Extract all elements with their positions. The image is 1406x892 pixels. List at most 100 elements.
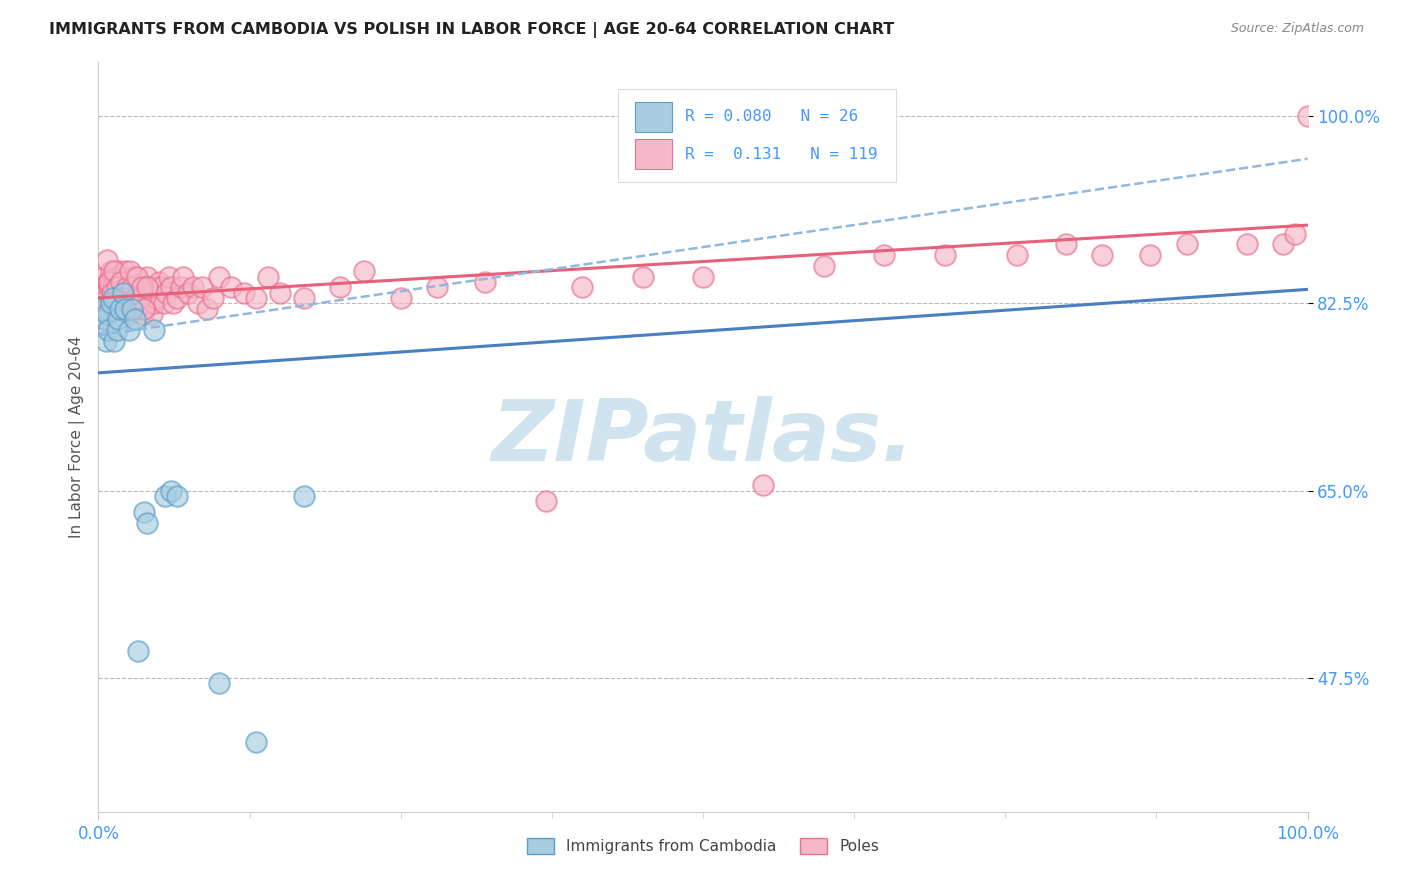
Point [813, 259, 835, 273]
Point [269, 285, 291, 300]
Point [292, 291, 315, 305]
Point [752, 478, 775, 492]
Point [157, 269, 180, 284]
Point [143, 280, 166, 294]
Point [94, 301, 117, 316]
Point [108, 291, 131, 305]
Point [131, 301, 153, 316]
Point [115, 280, 138, 294]
Point [353, 264, 375, 278]
Point [122, 285, 145, 300]
Point [426, 280, 449, 294]
Legend: Immigrants from Cambodia, Poles: Immigrants from Cambodia, Poles [520, 832, 886, 860]
Point [111, 285, 134, 300]
Point [117, 280, 139, 294]
Point [100, 264, 122, 278]
Point [195, 301, 218, 316]
Point [292, 489, 315, 503]
Point [100, 285, 122, 300]
Point [128, 291, 150, 305]
Point [90, 291, 112, 305]
Text: Source: ZipAtlas.com: Source: ZipAtlas.com [1230, 22, 1364, 36]
Point [98, 280, 121, 294]
Point [108, 275, 131, 289]
Point [93, 312, 115, 326]
Point [169, 280, 191, 294]
Point [221, 280, 243, 294]
Point [181, 280, 204, 294]
Point [571, 280, 593, 294]
Point [148, 275, 170, 289]
Point [245, 291, 267, 305]
Point [166, 489, 188, 503]
Point [108, 280, 131, 294]
Point [138, 280, 160, 294]
Point [101, 291, 124, 305]
Point [94, 285, 117, 300]
Point [135, 516, 157, 530]
Point [177, 285, 200, 300]
Point [127, 269, 149, 284]
Point [105, 296, 128, 310]
Point [1236, 237, 1258, 252]
Point [105, 280, 128, 294]
Point [100, 285, 122, 300]
Point [97, 275, 120, 289]
Point [1139, 248, 1161, 262]
Point [124, 291, 146, 305]
Point [143, 323, 166, 337]
Point [134, 280, 156, 294]
FancyBboxPatch shape [636, 102, 672, 131]
Point [96, 291, 118, 305]
Point [160, 280, 183, 294]
Point [692, 269, 714, 284]
Point [112, 291, 135, 305]
Point [162, 296, 184, 310]
Point [91, 280, 114, 294]
Point [98, 275, 121, 289]
Point [187, 296, 209, 310]
Point [108, 296, 131, 310]
Point [107, 312, 129, 326]
Point [96, 253, 118, 268]
Point [101, 301, 124, 316]
Point [104, 269, 127, 284]
Point [124, 312, 146, 326]
Point [96, 307, 118, 321]
Point [208, 676, 231, 690]
Point [232, 285, 254, 300]
Point [143, 296, 166, 310]
Point [631, 269, 654, 284]
Point [191, 280, 214, 294]
Point [1091, 248, 1114, 262]
Point [127, 291, 149, 305]
Point [121, 280, 143, 294]
Point [110, 291, 132, 305]
Point [127, 280, 149, 294]
Point [110, 275, 132, 289]
Point [135, 269, 157, 284]
Point [100, 296, 122, 310]
FancyBboxPatch shape [636, 139, 672, 169]
Y-axis label: In Labor Force | Age 20-64: In Labor Force | Age 20-64 [69, 336, 84, 538]
Point [1296, 109, 1319, 123]
Point [329, 280, 352, 294]
Point [208, 269, 231, 284]
Text: R =  0.131   N = 119: R = 0.131 N = 119 [685, 147, 877, 162]
Point [118, 323, 141, 337]
Point [93, 312, 115, 326]
Point [114, 291, 136, 305]
Point [134, 301, 156, 316]
Text: IMMIGRANTS FROM CAMBODIA VS POLISH IN LABOR FORCE | AGE 20-64 CORRELATION CHART: IMMIGRANTS FROM CAMBODIA VS POLISH IN LA… [49, 22, 894, 38]
Point [160, 483, 183, 498]
Point [114, 301, 136, 316]
Point [107, 264, 129, 278]
Point [202, 291, 225, 305]
Point [105, 323, 128, 337]
Point [118, 280, 141, 294]
Point [118, 264, 141, 278]
Point [474, 275, 496, 289]
Point [111, 269, 134, 284]
Text: R = 0.080   N = 26: R = 0.080 N = 26 [685, 109, 858, 124]
Point [145, 291, 167, 305]
